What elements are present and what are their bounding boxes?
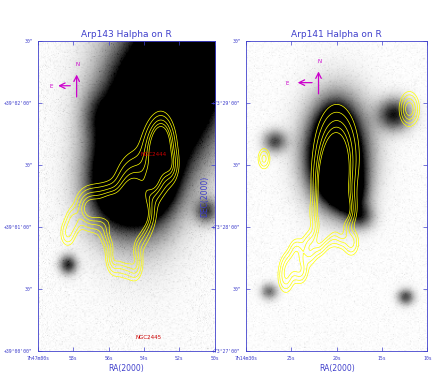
Y-axis label: DEC(2000): DEC(2000) (201, 175, 210, 217)
Text: NGC2444: NGC2444 (140, 152, 167, 157)
Title: Arp143 Halpha on R: Arp143 Halpha on R (81, 29, 171, 38)
Text: N: N (317, 59, 322, 64)
Text: E: E (49, 84, 53, 89)
Text: N: N (75, 62, 80, 67)
Text: E: E (286, 81, 289, 86)
Y-axis label: DEC(2000): DEC(2000) (0, 175, 1, 217)
Title: Arp141 Halpha on R: Arp141 Halpha on R (291, 29, 382, 38)
X-axis label: RA(2000): RA(2000) (319, 364, 354, 373)
X-axis label: RA(2000): RA(2000) (109, 364, 144, 373)
Text: NGC2445: NGC2445 (135, 335, 161, 340)
